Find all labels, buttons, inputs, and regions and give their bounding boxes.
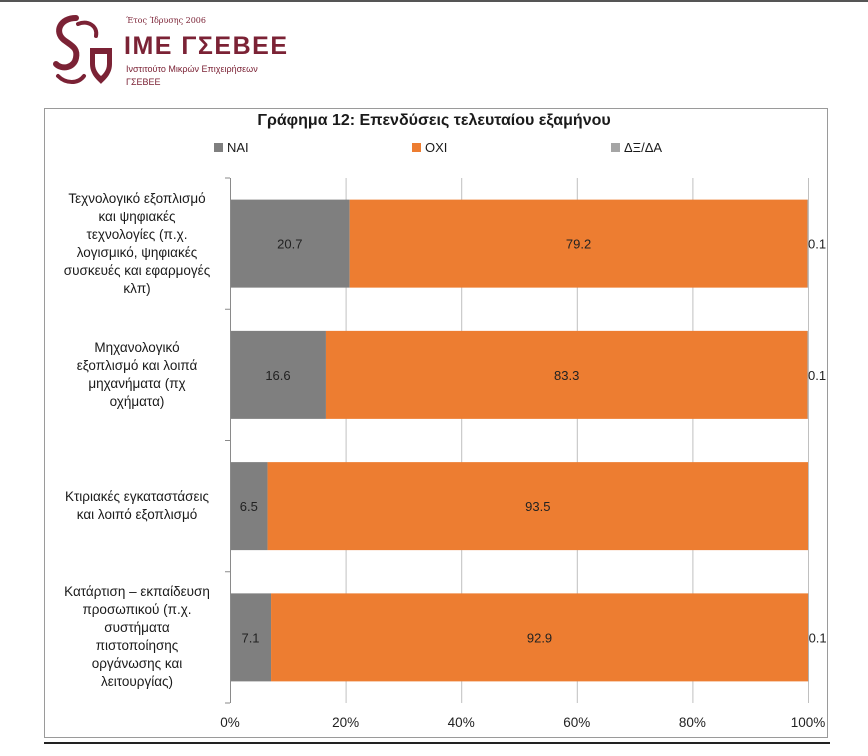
logo-emblem-icon (53, 15, 112, 84)
x-tick-label: 100% (791, 715, 826, 730)
data-label: 79.2 (566, 237, 591, 252)
chart-frame (44, 108, 828, 738)
data-label: 6.5 (240, 499, 258, 514)
category-label-line: πιστοποίησης (95, 638, 179, 654)
data-label: 7.1 (241, 630, 259, 645)
bar-segment (230, 593, 272, 682)
data-label: 83.3 (554, 368, 579, 383)
category-label-line: και ψηφιακές (98, 208, 176, 224)
bar-segment (230, 199, 350, 288)
logo-subtitle-2: ΓΣΕΒΕΕ (126, 77, 161, 87)
bottom-rule (44, 742, 830, 744)
bar-segment (807, 199, 809, 288)
legend-item-dk: ΔΞ/ΔΑ (611, 140, 662, 155)
category-label-line: εξοπλισμό και λοιπά (76, 357, 198, 373)
category-label-line: Μηχανολογικό (94, 339, 180, 355)
bar-segment (808, 593, 809, 682)
category-label-line: μηχανήματα (πχ (88, 375, 186, 391)
legend-label-no: ΟΧΙ (425, 140, 448, 155)
logo-founded-text: Έτος Ίδρυσης 2006 (126, 16, 206, 25)
category-label-line: προσωπικού (π.χ. (82, 602, 192, 618)
x-tick-label: 0% (220, 715, 240, 730)
legend-item-yes: ΝΑΙ (214, 140, 249, 155)
category-label: Τεχνολογικό εξοπλισμό και ψηφιακές τεχνολο… (47, 190, 227, 298)
legend-swatch-no (412, 143, 421, 152)
legend-label-yes: ΝΑΙ (227, 140, 249, 155)
bar-segment (807, 330, 809, 419)
category-label-line: συστήματα (104, 620, 170, 636)
data-label: 20.7 (277, 237, 302, 252)
data-label: 92.9 (527, 630, 552, 645)
legend-item-no: ΟΧΙ (412, 140, 447, 155)
bar-segment (230, 330, 326, 419)
category-label-line: λογισμικό, ψηφιακές (76, 244, 198, 260)
legend-swatch-dk (611, 143, 620, 152)
category-label-line: Τεχνολογικό εξοπλισμό (68, 190, 206, 206)
bar-segment (271, 593, 809, 682)
category-label-line: και λοιπό εξοπλισμό (76, 507, 198, 523)
x-tick-label: 40% (448, 715, 475, 730)
category-label: Κατάρτιση – εκπαίδευση προσωπικού (π.χ. συ… (47, 583, 227, 691)
logo-subtitle: Ινστιτούτο Μικρών Επιχειρήσεων (126, 64, 258, 74)
x-tick-label: 60% (563, 715, 590, 730)
chart-title: Γράφημα 12: Επενδύσεις τελευταίου εξαμήν… (257, 112, 611, 129)
bar-segment (267, 462, 808, 551)
logo: Έτος Ίδρυσης 2006 ΙΜΕ ΓΣΕΒΕΕ Ινστιτούτο … (48, 14, 288, 94)
category-label-line: Κτιριακές εγκαταστάσεις (64, 489, 210, 505)
category-label-line: συσκευές και εφαρμογές (63, 262, 211, 278)
category-label: Κτιριακές εγκαταστάσεις και λοιπό εξοπλισ… (47, 488, 227, 524)
category-label-line: τεχνολογίες (π.χ. (86, 226, 188, 242)
logo-name: ΙΜΕ ΓΣΕΒΕΕ (124, 32, 289, 60)
data-label: 0.1 (809, 630, 827, 645)
data-label: 16.6 (265, 368, 290, 383)
bar-segment (230, 462, 268, 551)
category-label-line: οχήματα) (109, 393, 165, 409)
x-tick-label: 20% (332, 715, 359, 730)
legend-swatch-yes (214, 143, 223, 152)
x-tick-label: 80% (679, 715, 706, 730)
data-label: 93.5 (525, 499, 550, 514)
bar-segment (325, 330, 808, 419)
category-label-line: Κατάρτιση – εκπαίδευση (64, 584, 210, 600)
category-label-line: κλπ) (123, 280, 151, 296)
legend-label-dk: ΔΞ/ΔΑ (624, 140, 663, 155)
category-label: Μηχανολογικό εξοπλισμό και λοιπά μηχανήματ… (47, 339, 227, 411)
data-label: 0.1 (808, 237, 826, 252)
bar-segment (349, 199, 808, 288)
category-label-line: οργάνωσης και (91, 656, 183, 672)
top-rule (0, 0, 868, 2)
category-label-line: λειτουργίας) (100, 674, 174, 690)
data-label: 0.1 (808, 368, 826, 383)
